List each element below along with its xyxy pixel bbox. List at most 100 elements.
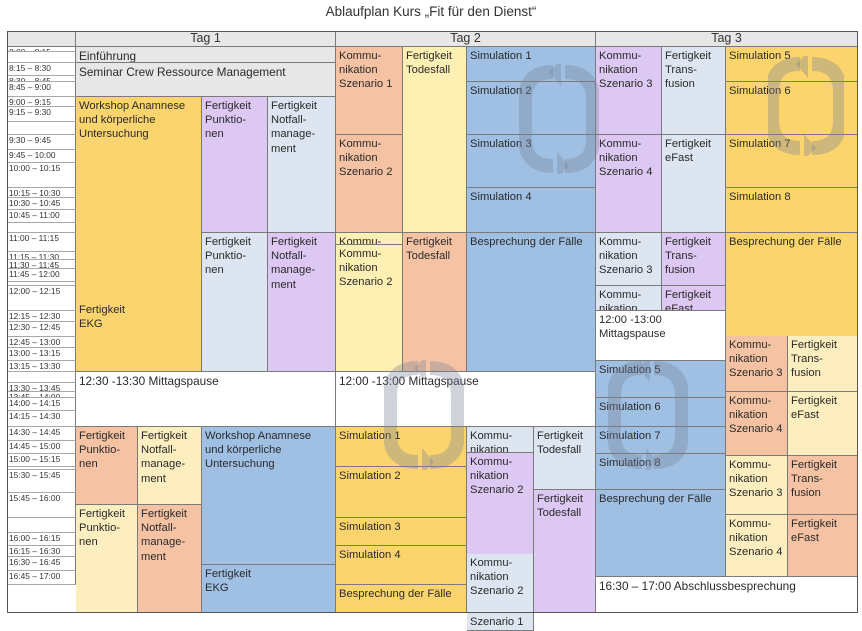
schedule-block: 16:30 – 17:00 Abschlussbesprechung	[596, 577, 858, 613]
schedule-block: Workshop Anamnese und körperliche Unters…	[202, 427, 336, 565]
time-slot-label: 15:15 – 15:30	[7, 467, 76, 470]
schedule-block: Fertigkeit Trans- fusion	[788, 336, 858, 392]
schedule-block: Kommu- nikation Szenario 4	[596, 286, 662, 311]
schedule-block: Fertigkeit Notfall- manage- ment	[268, 233, 336, 372]
schedule-block: Fertigkeit Todesfall	[403, 233, 467, 372]
time-slot-label: 8:30 – 8:45	[7, 76, 76, 82]
schedule-block: Simulation 7	[596, 427, 726, 454]
schedule-block: Kommu- nikation Szenario 3	[596, 233, 662, 286]
schedule-block: Fertigkeit Notfall- manage- ment	[138, 505, 202, 613]
time-slot-label: 10:30 – 10:45	[7, 198, 76, 210]
schedule-block: Einführung	[76, 47, 336, 63]
schedule-block: Fertigkeit Trans- fusion	[662, 233, 726, 286]
schedule-block: Fertigkeit eFast	[662, 286, 726, 311]
schedule-block: Simulation 5	[726, 47, 858, 82]
schedule-block: Kommu- nikation Szenario 1	[467, 427, 534, 453]
schedule-block: 12:30 -13:30 Mittagspause	[76, 372, 336, 427]
schedule-block: Kommu- nikation Szenario 3	[596, 47, 662, 135]
schedule-block: Besprechung der Fälle	[467, 233, 596, 372]
time-slot-label: 14:00 – 14:15	[7, 398, 76, 411]
schedule-block: Kommu- nikation Szenario 2	[336, 245, 403, 372]
schedule-block: Besprechung der Fälle	[596, 490, 726, 577]
schedule-block: Kommu- nikation Szenario 1	[336, 233, 403, 245]
schedule-block: Fertigkeit Trans- fusion	[788, 456, 858, 515]
schedule-block: Simulation 7	[726, 135, 858, 188]
schedule-block: Fertigkeit eFast	[662, 135, 726, 233]
time-slot-label	[7, 282, 76, 286]
schedule-block: Kommu- nikation Szenario 4	[726, 515, 788, 577]
time-slot-label: 11:00 – 11:15	[7, 233, 76, 252]
schedule-block: Simulation 8	[596, 454, 726, 490]
schedule-block: Fertigkeit Notfall- manage- ment	[138, 427, 202, 505]
schedule-block: Simulation 1	[467, 47, 596, 82]
time-slot-label: 14:15 – 14:30	[7, 411, 76, 427]
schedule-block: Fertigkeit Todesfall	[534, 490, 596, 613]
time-slot-label: 13:00 – 13:15	[7, 348, 76, 361]
time-slot-label: 10:45 – 11:00	[7, 210, 76, 223]
schedule-block: Fertigkeit EKG	[202, 565, 336, 613]
time-slot-label: 8:15 – 8:30	[7, 63, 76, 76]
header-corner	[7, 31, 76, 47]
schedule-block: Kommu- nikation Szenario 2	[467, 554, 534, 613]
time-slot-label: 13:15 – 13:30	[7, 361, 76, 372]
schedule-block: Fertigkeit eFast	[788, 515, 858, 577]
schedule-block: Kommu- nikation Szenario 4	[596, 135, 662, 233]
time-slot-label	[7, 122, 76, 135]
schedule-block: Kommu- nikation Szenario 1	[336, 47, 403, 135]
time-slot-label: 12:45 – 13:00	[7, 337, 76, 348]
time-slot-label: 8:45 – 9:00	[7, 82, 76, 97]
schedule-block: Kommu- nikation Szenario 4	[726, 392, 788, 456]
time-slot-label: 11:30 – 11:45	[7, 260, 76, 269]
time-slot-label: 13:45 – 14:00	[7, 392, 76, 398]
time-slot-label: 14:45 – 15:00	[7, 441, 76, 454]
time-slot-label: 16:15 – 16:30	[7, 546, 76, 557]
time-slot-label: 10:15 – 10:30	[7, 188, 76, 198]
time-slot-label	[7, 223, 76, 233]
schedule-block: Fertigkeit Notfall- manage- ment	[268, 97, 336, 233]
time-slot-label: 11:15 – 11:30	[7, 252, 76, 260]
time-slot-label: 15:30 – 15:45	[7, 470, 76, 493]
schedule-block: Simulation 5	[596, 361, 726, 398]
day-header: Tag 3	[596, 31, 858, 47]
time-slot-label: 10:00 – 10:15	[7, 163, 76, 188]
day-header: Tag 2	[336, 31, 596, 47]
schedule-block: Fertigkeit Punktio- nen	[76, 427, 138, 505]
schedule-block: Kommu- nikation Szenario 3	[726, 336, 788, 392]
time-slot-label: 9:30 – 9:45	[7, 135, 76, 150]
schedule-block: Besprechung der Fälle	[726, 233, 858, 337]
time-slot-label: 14:30 – 14:45	[7, 427, 76, 441]
time-slot-label: 12:30 – 12:45	[7, 322, 76, 337]
time-slot-label: 12:00 – 12:15	[7, 286, 76, 311]
schedule-block: Simulation 3	[336, 518, 467, 546]
time-slot-label	[7, 372, 76, 383]
schedule-block: Workshop Anamnese und körperliche Unters…	[76, 97, 202, 311]
time-slot-label: 16:00 – 16:15	[7, 533, 76, 546]
schedule-block: Seminar Crew Ressource Management	[76, 63, 336, 97]
schedule-block: Fertigkeit EKG	[76, 301, 202, 372]
schedule-block: Fertigkeit eFast	[788, 392, 858, 456]
day-header: Tag 1	[76, 31, 336, 47]
schedule-block: Simulation 3	[467, 135, 596, 188]
time-slot-label	[7, 518, 76, 533]
schedule-block: Fertigkeit Trans- fusion	[662, 47, 726, 135]
schedule-block: Simulation 2	[336, 467, 467, 518]
time-slot-label: 15:45 – 16:00	[7, 493, 76, 518]
schedule-block: Simulation 4	[336, 546, 467, 585]
schedule-block: Kommu- nikation Szenario 3	[726, 456, 788, 515]
time-slot-label: 13:30 – 13:45	[7, 383, 76, 392]
schedule-block: 12:00 -13:00 Mittagspause	[596, 311, 726, 361]
schedule-block: Fertigkeit Punktio- nen	[202, 97, 268, 233]
time-slot-label: 8:00 – 8:15	[7, 47, 76, 52]
schedule-block: Fertigkeit Todesfall	[534, 427, 596, 490]
schedule-block: Kommu- nikation Szenario 2	[336, 135, 403, 233]
schedule-block: Simulation 2	[467, 82, 596, 135]
schedule-block: Simulation 6	[596, 398, 726, 427]
schedule-block: Fertigkeit Todesfall	[403, 47, 467, 233]
schedule-block: Simulation 1	[336, 427, 467, 467]
time-slot-label: 11:45 – 12:00	[7, 269, 76, 282]
schedule-block: Simulation 8	[726, 188, 858, 233]
schedule-block: 12:00 -13:00 Mittagspause	[336, 372, 596, 427]
time-slot-label: 9:15 – 9:30	[7, 107, 76, 122]
time-slot-label: 15:00 – 15:15	[7, 454, 76, 467]
